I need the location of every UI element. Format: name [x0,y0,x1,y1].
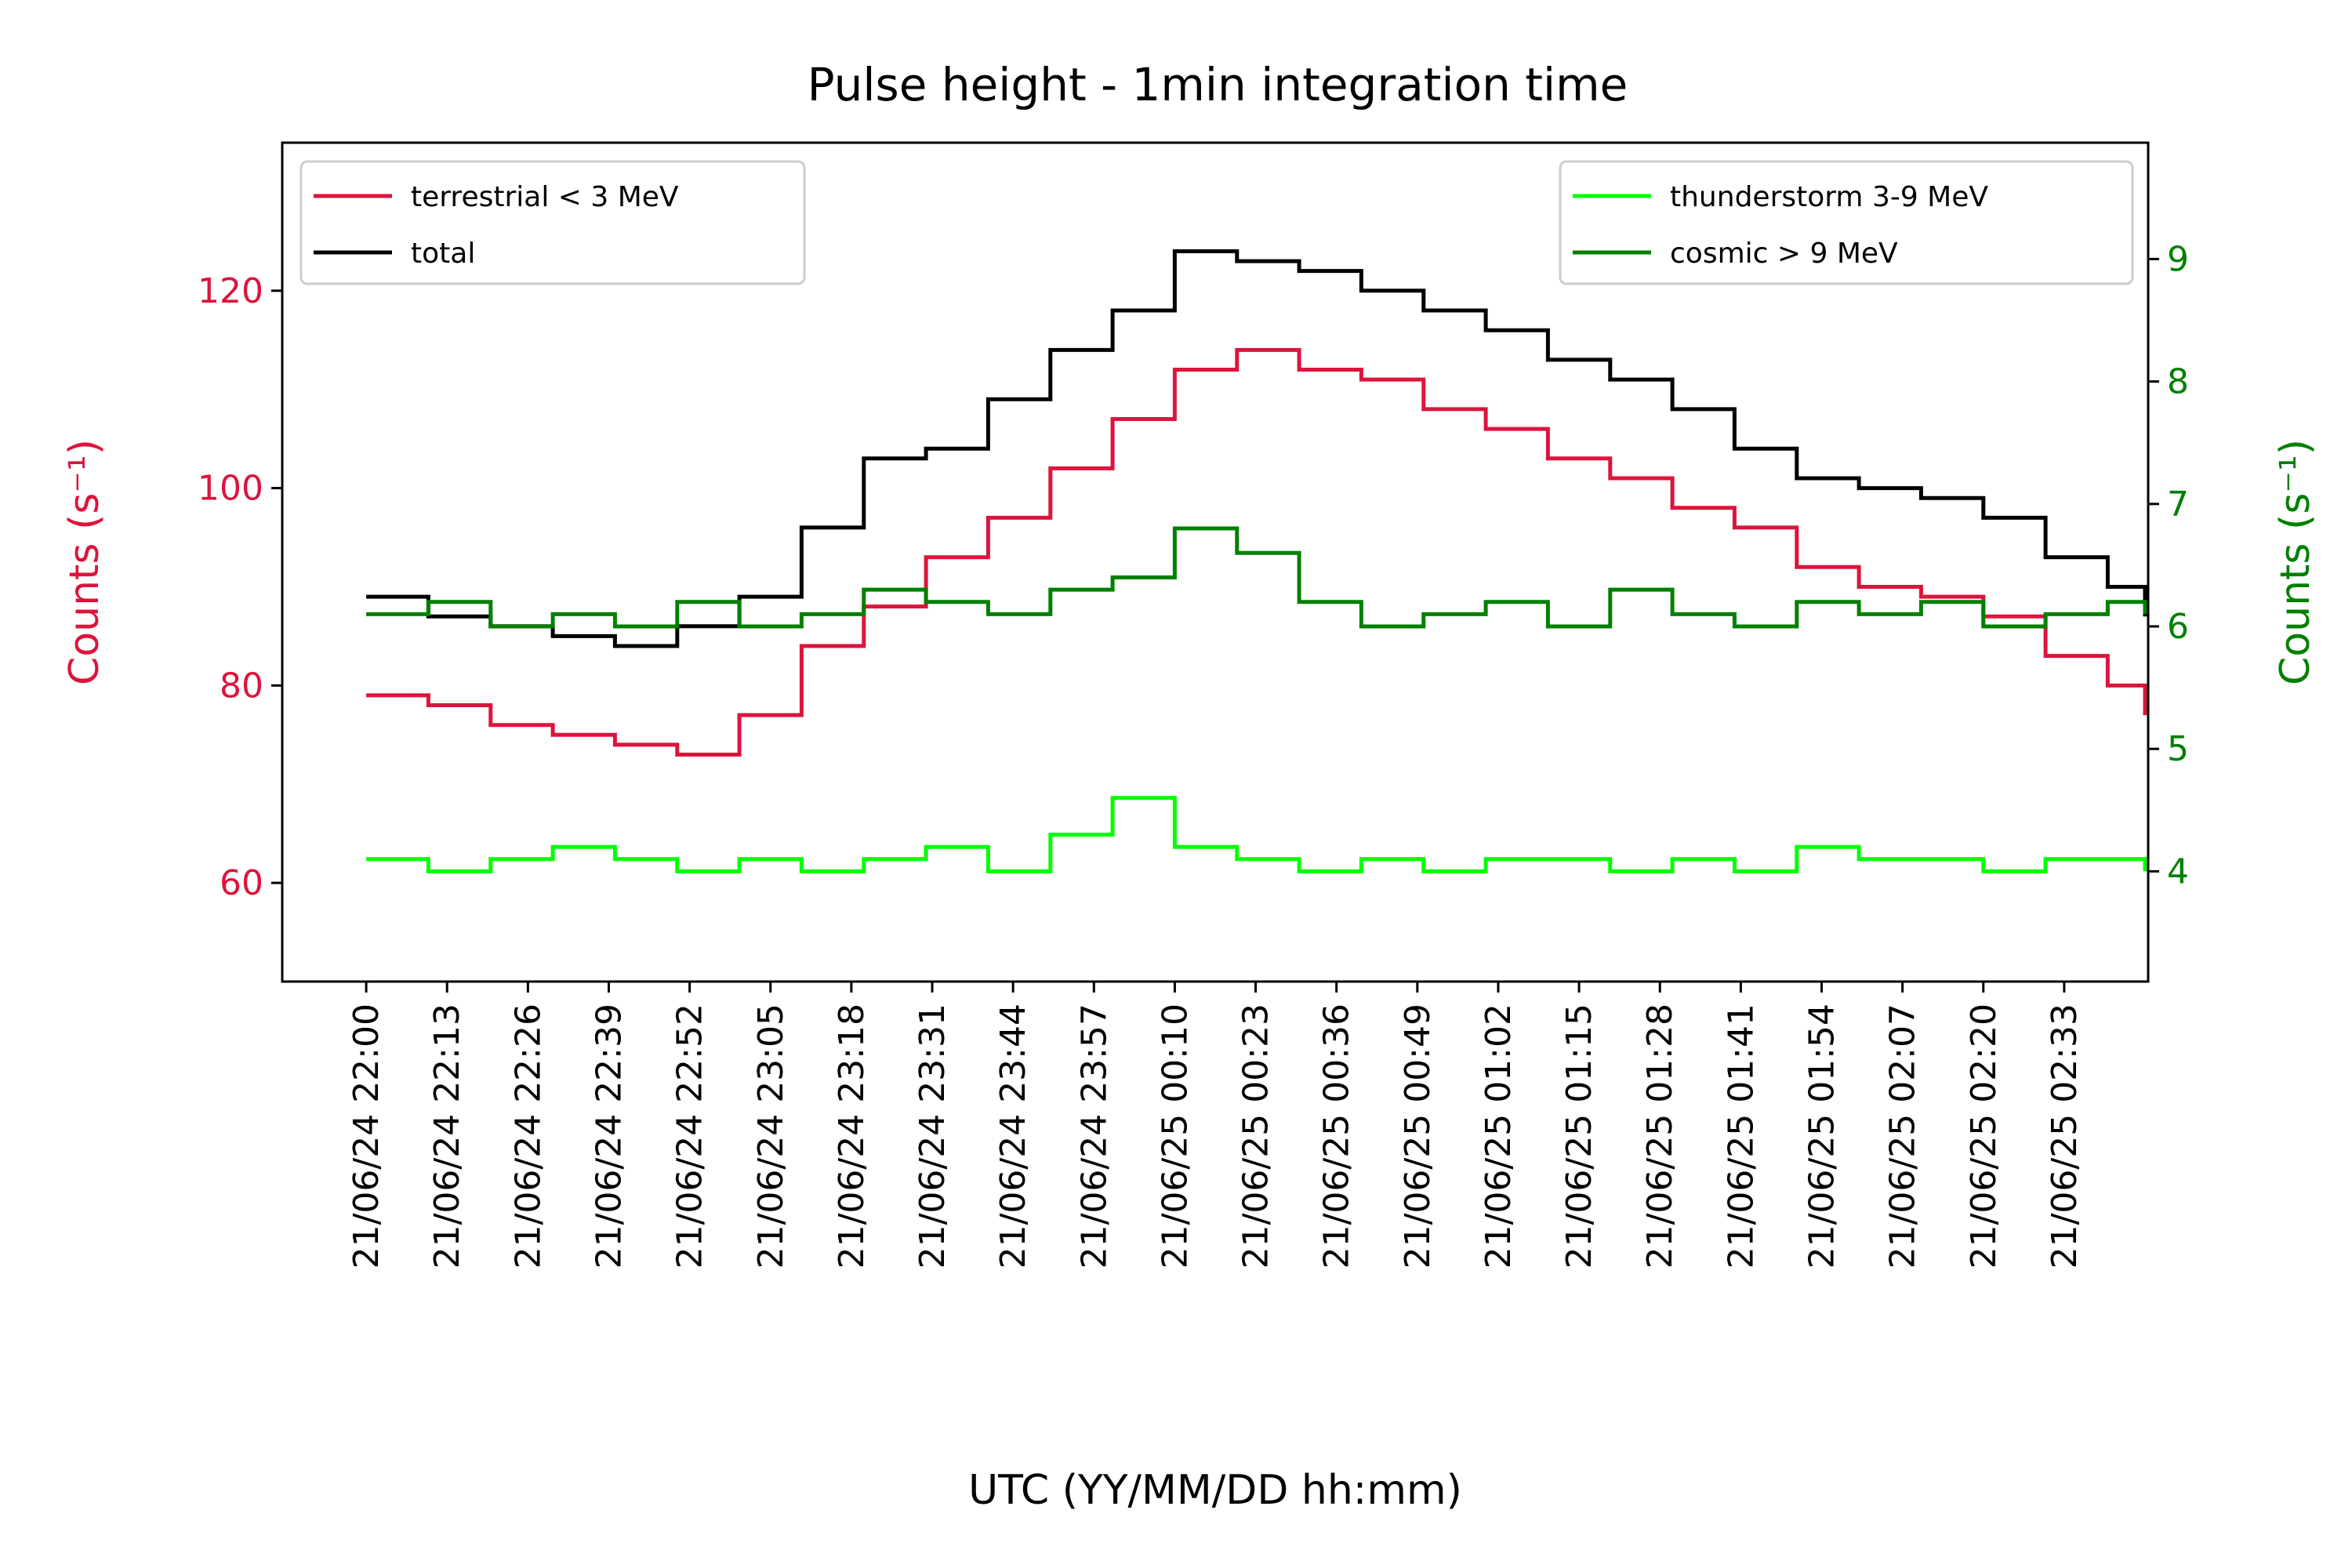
legend-left-label-0: terrestrial < 3 MeV [411,181,679,213]
x-tick-label-8: 21/06/24 23:44 [993,1004,1033,1269]
x-tick-label-13: 21/06/25 00:49 [1398,1004,1438,1269]
x-tick-label-12: 21/06/25 00:36 [1317,1004,1357,1269]
x-tick-label-2: 21/06/24 22:26 [508,1004,548,1269]
y-left-tick-label-0: 60 [220,863,263,903]
legend-left-box [299,160,806,285]
x-tick-label-1: 21/06/24 22:13 [427,1004,467,1269]
y-right-tick-label-5: 9 [2167,239,2189,279]
x-tick-label-18: 21/06/25 01:54 [1802,1004,1842,1269]
y-left-tick-label-2: 100 [198,469,263,509]
legend-right-box [1559,160,2134,285]
y-left-tick-label-1: 80 [220,666,263,706]
x-tick-label-9: 21/06/24 23:57 [1074,1004,1114,1269]
y-right-tick-label-2: 6 [2167,607,2189,647]
x-tick-label-20: 21/06/25 02:20 [1964,1004,2004,1269]
legend-right-label-0: thunderstorm 3-9 MeV [1670,181,1988,213]
y-right-tick-label-3: 7 [2167,485,2189,524]
x-tick-label-3: 21/06/24 22:39 [590,1004,630,1269]
series-layer [366,249,2147,873]
series-line-3 [366,526,2147,629]
x-tick-label-10: 21/06/25 00:10 [1155,1004,1195,1269]
x-tick-label-7: 21/06/24 23:31 [913,1004,953,1269]
series-line-1 [366,249,2147,648]
x-tick-label-15: 21/06/25 01:15 [1559,1004,1599,1269]
plot-frame [281,141,2150,983]
x-tick-label-6: 21/06/24 23:18 [832,1004,872,1269]
y-right-tick-label-4: 8 [2167,362,2189,402]
x-tick-label-19: 21/06/25 02:07 [1883,1004,1923,1269]
x-tick-label-14: 21/06/25 01:02 [1479,1004,1519,1269]
axis-layer: 60 80 100 120 4 5 6 7 8 9 21/06/24 22:00 21/06/24 2… [198,239,2189,1269]
y-right-tick-label-0: 4 [2167,851,2189,891]
series-line-2 [366,796,2147,873]
y-axis-label-right: Counts (s⁻¹) [2272,439,2319,685]
x-tick-label-5: 21/06/24 23:05 [751,1004,791,1269]
legend-right-label-1: cosmic > 9 MeV [1670,238,1898,270]
series-line-0 [366,347,2147,757]
x-axis-label: UTC (YY/MM/DD hh:mm) [968,1467,1462,1514]
legend-layer: terrestrial < 3 MeV total thunderstorm 3-9… [299,160,2134,285]
x-tick-label-21: 21/06/25 02:33 [2045,1004,2085,1269]
x-tick-label-0: 21/06/24 22:00 [347,1004,387,1269]
x-tick-label-16: 21/06/25 01:28 [1640,1004,1680,1269]
y-left-tick-label-3: 120 [198,271,263,311]
x-tick-label-4: 21/06/24 22:52 [670,1004,710,1269]
legend-left-label-1: total [411,238,475,270]
y-axis-label-left: Counts (s⁻¹) [61,439,108,685]
chart-title: Pulse height - 1min integration time [808,58,1628,111]
y-right-tick-label-1: 5 [2167,729,2189,769]
x-tick-label-17: 21/06/25 01:41 [1721,1004,1761,1269]
x-tick-label-11: 21/06/25 00:23 [1236,1004,1276,1269]
